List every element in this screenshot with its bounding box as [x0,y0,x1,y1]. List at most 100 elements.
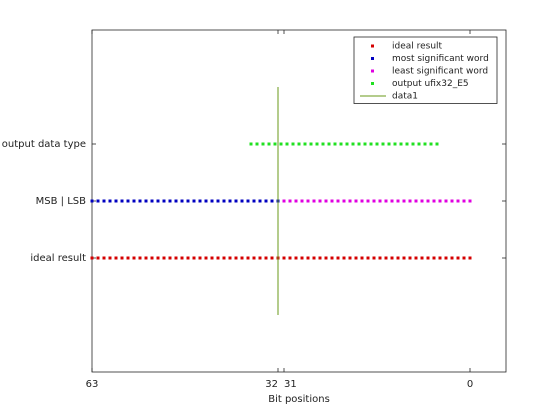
point [426,256,430,260]
x-tick-label: 32 [265,379,278,390]
point [240,256,244,260]
legend-marker [371,57,374,60]
point [354,199,358,203]
point [162,199,166,203]
point [342,256,346,260]
point [180,256,184,260]
point [222,256,226,260]
point [312,256,316,260]
point [384,256,388,260]
point [270,199,274,203]
point [444,256,448,260]
point [444,199,448,203]
point [462,199,466,203]
y-tick-label: ideal result [30,253,86,264]
point [246,256,250,260]
point [168,199,172,203]
point [102,256,106,260]
point [405,142,409,146]
point [321,142,325,146]
point [285,142,289,146]
point [411,142,415,146]
point [240,199,244,203]
point [348,256,352,260]
point [345,142,349,146]
point [120,199,124,203]
point [324,199,328,203]
point [102,199,106,203]
point [222,199,226,203]
point [339,142,343,146]
point [288,199,292,203]
point [468,199,472,203]
point [186,199,190,203]
point [132,256,136,260]
x-tick-label: 63 [86,379,99,390]
point [384,199,388,203]
point [420,256,424,260]
x-tick-label: 31 [284,379,297,390]
point [429,142,433,146]
point [432,256,436,260]
point [357,142,361,146]
point [228,199,232,203]
point [306,199,310,203]
point [408,256,412,260]
point [282,199,286,203]
point [396,256,400,260]
point [186,256,190,260]
point [90,256,94,260]
point [297,142,301,146]
point [150,256,154,260]
point [108,256,112,260]
point [108,199,112,203]
legend-marker [371,82,374,85]
point [456,256,460,260]
point [402,256,406,260]
point [300,256,304,260]
point [132,199,136,203]
y-tick-label: output data type [2,139,86,150]
point [354,256,358,260]
legend-label: ideal result [392,42,443,52]
point [204,256,208,260]
point [306,256,310,260]
point [420,199,424,203]
point [279,142,283,146]
point [390,256,394,260]
point [309,142,313,146]
point [414,199,418,203]
point [174,199,178,203]
point [378,199,382,203]
point [432,199,436,203]
point [261,142,265,146]
legend-label: most significant word [392,54,489,64]
point [249,142,253,146]
x-axis-label: Bit positions [268,394,330,405]
point [468,256,472,260]
point [162,256,166,260]
point [408,199,412,203]
point [228,256,232,260]
point [399,142,403,146]
point [234,256,238,260]
point [351,142,355,146]
point [366,199,370,203]
point [303,142,307,146]
point [318,256,322,260]
point [174,256,178,260]
point [333,142,337,146]
point [156,256,160,260]
point [423,142,427,146]
point [168,256,172,260]
point [216,199,220,203]
point [330,256,334,260]
point [360,199,364,203]
y-tick-label: MSB | LSB [36,196,86,207]
point [198,256,202,260]
point [204,199,208,203]
point [258,199,262,203]
point [336,256,340,260]
point [450,256,454,260]
